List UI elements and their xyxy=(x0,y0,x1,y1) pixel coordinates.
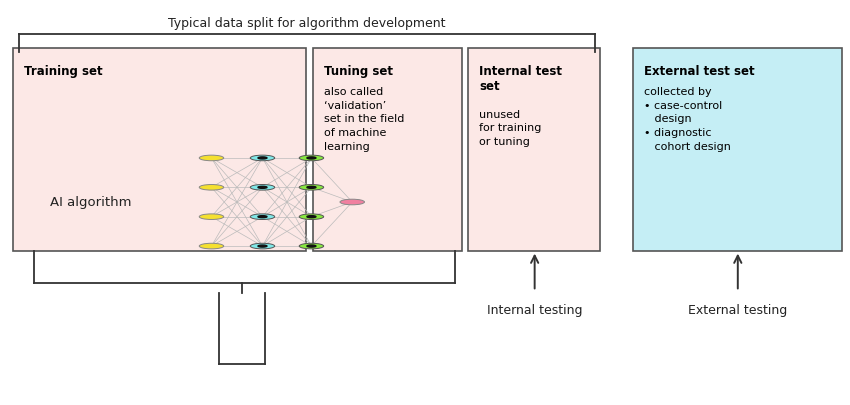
Text: also called
‘validation’
set in the field
of machine
learning: also called ‘validation’ set in the fiel… xyxy=(324,87,405,151)
Ellipse shape xyxy=(299,214,324,220)
Bar xyxy=(468,49,600,251)
Ellipse shape xyxy=(250,185,275,191)
Bar xyxy=(313,49,462,251)
Ellipse shape xyxy=(199,185,224,191)
Ellipse shape xyxy=(258,158,267,160)
Text: External testing: External testing xyxy=(688,303,787,316)
Text: collected by
• case-control
   design
• diagnostic
   cohort design: collected by • case-control design • dia… xyxy=(644,87,731,151)
Text: Tuning set: Tuning set xyxy=(324,65,393,78)
Ellipse shape xyxy=(250,156,275,161)
Text: AI algorithm: AI algorithm xyxy=(50,196,132,209)
Text: unused
for training
or tuning: unused for training or tuning xyxy=(479,109,541,147)
Ellipse shape xyxy=(258,187,267,189)
Bar xyxy=(633,49,842,251)
Ellipse shape xyxy=(307,158,316,160)
Ellipse shape xyxy=(258,245,267,247)
Ellipse shape xyxy=(199,244,224,249)
Ellipse shape xyxy=(307,187,316,189)
Ellipse shape xyxy=(250,244,275,249)
Ellipse shape xyxy=(307,216,316,218)
Text: External test set: External test set xyxy=(644,65,755,78)
Text: Typical data split for algorithm development: Typical data split for algorithm develop… xyxy=(168,17,445,30)
Text: Training set: Training set xyxy=(24,65,102,78)
Ellipse shape xyxy=(307,245,316,247)
Ellipse shape xyxy=(199,214,224,220)
Ellipse shape xyxy=(340,200,365,205)
Ellipse shape xyxy=(199,156,224,161)
Ellipse shape xyxy=(299,244,324,249)
Text: Internal test
set: Internal test set xyxy=(479,65,563,93)
Bar xyxy=(13,49,306,251)
Text: Internal testing: Internal testing xyxy=(487,303,582,316)
Ellipse shape xyxy=(299,185,324,191)
Ellipse shape xyxy=(299,156,324,161)
Ellipse shape xyxy=(250,214,275,220)
Ellipse shape xyxy=(258,216,267,218)
